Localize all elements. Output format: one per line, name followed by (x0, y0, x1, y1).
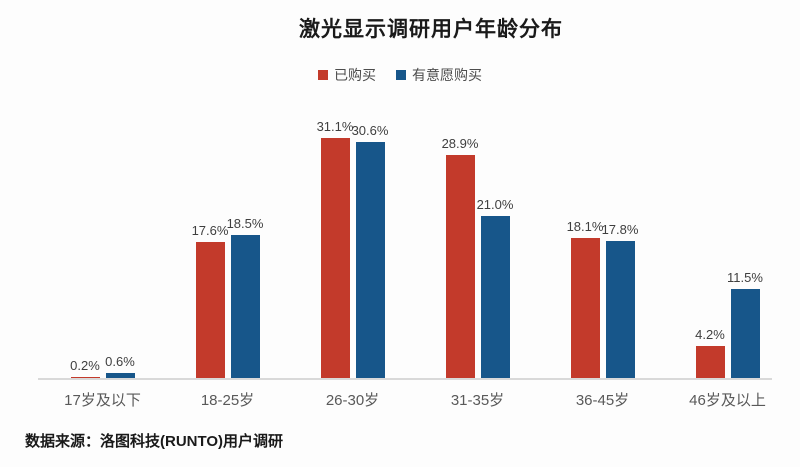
bar-intend-5: 17.8% (602, 222, 638, 378)
plot-area: 0.2% 0.6% 17岁及以下 17.6% 18.5% 18-25岁 31.1% 30.6%… (40, 108, 790, 409)
bar-purchased-3: 31.1% (317, 119, 353, 378)
category-label-5: 36-45岁 (575, 392, 630, 409)
category-label-6: 46岁及以上 (689, 392, 766, 409)
category-label-1: 17岁及以下 (64, 392, 141, 409)
bar-group-6: 4.2% 11.5% 46岁及以上 (665, 108, 790, 409)
bar-purchased-5: 18.1% (567, 219, 603, 378)
bar-intend-2: 18.5% (227, 216, 263, 378)
source-note: 数据来源：洛图科技(RUNTO)用户调研 (25, 433, 284, 450)
value-label-intend-1: 0.6% (105, 354, 135, 370)
category-label-3: 26-30岁 (325, 392, 380, 409)
bar-purchased-4: 28.9% (442, 136, 478, 378)
bar-group-3: 31.1% 30.6% 26-30岁 (290, 108, 415, 409)
bar-intend-6: 11.5% (727, 270, 763, 378)
bar-group-1: 0.2% 0.6% 17岁及以下 (40, 108, 165, 409)
value-label-purchased-2: 17.6% (191, 223, 229, 239)
category-label-2: 18-25岁 (200, 392, 255, 409)
bar-intend-3: 30.6% (352, 123, 388, 378)
bar-purchased-1: 0.2% (70, 358, 100, 378)
value-label-purchased-4: 28.9% (441, 136, 479, 152)
bar-purchased-2: 17.6% (192, 223, 228, 378)
legend-label-intend: 有意愿购买 (412, 67, 482, 83)
x-axis-line (38, 378, 772, 380)
legend-swatch-purchased-icon (318, 70, 328, 80)
value-label-intend-2: 18.5% (226, 216, 264, 232)
value-label-purchased-5: 18.1% (566, 219, 604, 235)
value-label-intend-4: 21.0% (476, 197, 514, 212)
legend-item-purchased: 已购买 (318, 65, 376, 85)
value-label-purchased-1: 0.2% (70, 357, 100, 373)
value-label-intend-3: 30.6% (351, 122, 389, 138)
value-label-purchased-3: 31.1% (316, 119, 354, 135)
category-label-4: 31-35岁 (450, 392, 505, 409)
bar-purchased-6: 4.2% (695, 327, 725, 378)
bar-intend-1: 0.6% (105, 354, 135, 378)
bar-group-5: 18.1% 17.8% 36-45岁 (540, 108, 665, 409)
bar-intend-4: 21.0% (477, 197, 513, 378)
legend-item-intend: 有意愿购买 (396, 65, 482, 85)
bar-groups: 0.2% 0.6% 17岁及以下 17.6% 18.5% 18-25岁 31.1% 30.6%… (40, 108, 790, 409)
bar-group-4: 28.9% 21.0% 31-35岁 (415, 108, 540, 409)
legend-label-purchased: 已购买 (334, 67, 376, 83)
value-label-intend-5: 17.8% (601, 221, 639, 237)
chart-title: 激光显示调研用户年龄分布 (299, 18, 563, 41)
value-label-intend-6: 11.5% (727, 270, 763, 286)
value-label-purchased-6: 4.2% (695, 326, 725, 342)
chart-legend: 已购买 有意愿购买 (0, 65, 800, 85)
legend-swatch-intend-icon (396, 70, 406, 80)
bar-group-2: 17.6% 18.5% 18-25岁 (165, 108, 290, 409)
